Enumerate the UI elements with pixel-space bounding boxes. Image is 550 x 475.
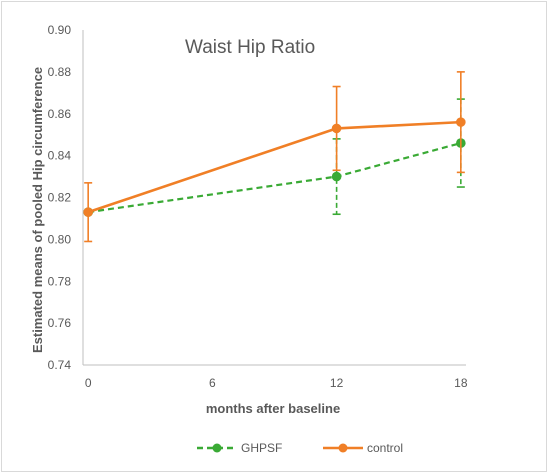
x-tick-labels: 0 6 12 18 bbox=[85, 376, 468, 390]
y-tick-labels: 0.74 0.76 0.78 0.80 0.82 0.84 0.86 0.88 0.90 bbox=[48, 23, 72, 372]
legend-item-control: control bbox=[323, 441, 403, 455]
y-tick-label: 0.84 bbox=[48, 149, 72, 163]
legend-label-control: control bbox=[367, 441, 403, 455]
legend-label-ghpsf: GHPSF bbox=[241, 441, 282, 455]
x-axis: 0 6 12 18 bbox=[83, 364, 468, 390]
y-axis-title: Estimated means of pooled Hip circumfere… bbox=[30, 67, 45, 353]
x-axis-title: months after baseline bbox=[206, 401, 340, 416]
y-tick-label: 0.88 bbox=[48, 65, 72, 79]
y-tick-label: 0.82 bbox=[48, 191, 72, 205]
y-tick-label: 0.80 bbox=[48, 232, 72, 246]
legend-marker-control bbox=[338, 443, 348, 453]
x-tick-label: 18 bbox=[454, 376, 468, 390]
x-tick-label: 12 bbox=[330, 376, 344, 390]
data-point-control bbox=[83, 207, 93, 217]
y-tick-label: 0.76 bbox=[48, 316, 72, 330]
y-tick-label: 0.74 bbox=[48, 358, 72, 372]
legend-marker-ghpsf bbox=[212, 443, 222, 453]
chart-title: Waist Hip Ratio bbox=[185, 37, 315, 58]
series-line-ghpsf bbox=[88, 142, 462, 214]
series-ghpsf bbox=[83, 98, 466, 217]
data-point-ghpsf bbox=[331, 171, 342, 182]
y-tick-label: 0.90 bbox=[48, 23, 72, 37]
series-line-control bbox=[87, 120, 461, 214]
y-tick-label: 0.78 bbox=[48, 274, 72, 288]
x-tick-label: 6 bbox=[209, 376, 216, 390]
series-layer bbox=[83, 71, 466, 243]
legend: GHPSF control bbox=[197, 441, 403, 455]
data-point-control bbox=[456, 117, 466, 127]
data-point-control bbox=[331, 123, 342, 134]
legend-item-ghpsf: GHPSF bbox=[197, 441, 282, 455]
y-axis: 0.74 0.76 0.78 0.80 0.82 0.84 0.86 0.88 0.90 bbox=[48, 23, 84, 372]
series-control bbox=[83, 71, 466, 243]
x-tick-label: 0 bbox=[85, 376, 92, 390]
y-tick-label: 0.86 bbox=[48, 107, 72, 121]
